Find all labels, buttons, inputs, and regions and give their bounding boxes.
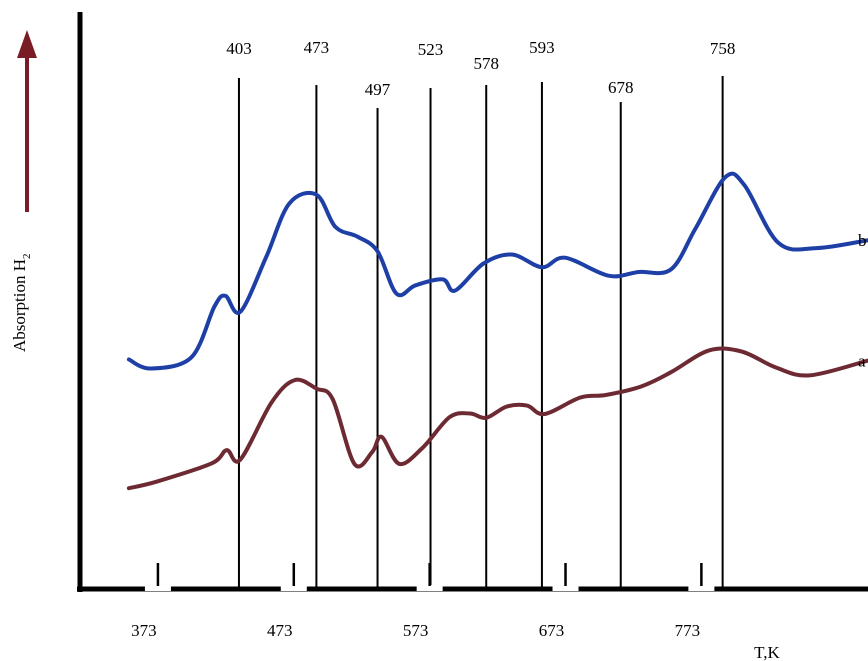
x-tick-notch [280, 585, 307, 591]
x-tick-notch [144, 585, 171, 591]
peak-label: 678 [608, 78, 634, 97]
peak-lines: 403 473 497 523 578 593 678 758 [226, 38, 735, 589]
x-axis-title: T,K [754, 643, 780, 661]
peak-label: 523 [418, 40, 444, 59]
x-tick-notch [416, 585, 443, 591]
x-ticks: 373 473 573 673 773 [131, 563, 715, 640]
peak-label: 403 [226, 39, 252, 58]
x-tick-notch [688, 585, 715, 591]
series-layer: ba [126, 171, 868, 491]
series-line-b [126, 171, 868, 371]
series-label-b: b [858, 231, 867, 250]
x-tick-label: 673 [539, 621, 565, 640]
x-tick-notch [552, 585, 579, 591]
x-tick-label: 473 [267, 621, 293, 640]
series-label-a: a [858, 352, 866, 371]
peak-label: 578 [473, 54, 499, 73]
peak-label: 497 [365, 80, 391, 99]
y-axis-title-subscript: 2 [21, 253, 33, 259]
peak-label: 473 [304, 38, 330, 57]
peak-label: 593 [529, 38, 555, 57]
y-axis-title-text: Absorption H [10, 259, 29, 352]
peak-label: 758 [710, 39, 736, 58]
y-axis-title: Absorption H2 [10, 253, 33, 352]
x-tick-label: 373 [131, 621, 157, 640]
y-axis-arrow-head [17, 30, 37, 58]
x-tick-label: 573 [403, 621, 429, 640]
series-line-a [126, 346, 868, 491]
x-tick-label: 773 [675, 621, 701, 640]
